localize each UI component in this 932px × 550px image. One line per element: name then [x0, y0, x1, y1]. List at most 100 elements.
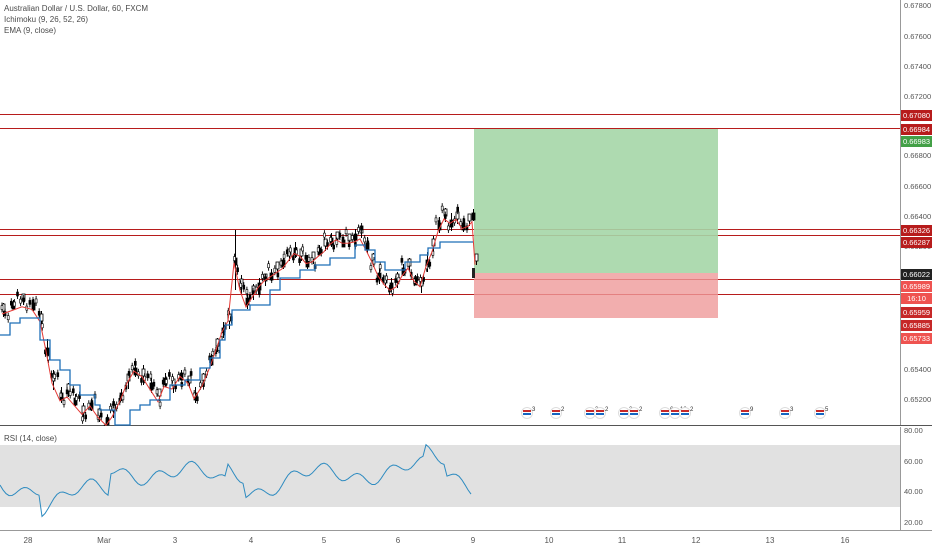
price-chart[interactable]: 0.67800 0.67600 0.67400 0.67200 0.66800 0.666… — [0, 0, 932, 426]
candle-body — [360, 225, 363, 231]
candle-body — [462, 218, 466, 223]
price-tick-label: 0.66600 — [904, 182, 931, 191]
time-label: 13 — [766, 536, 775, 545]
rsi-band — [0, 445, 900, 507]
candle-body — [22, 297, 26, 303]
candle-body — [245, 289, 249, 294]
candle-body — [31, 299, 35, 305]
candle-body — [474, 253, 479, 262]
rsi-tick-label: 40.00 — [904, 487, 923, 496]
candle-body — [56, 372, 60, 377]
event-flag-stripe — [681, 413, 689, 415]
candle-body — [6, 315, 10, 321]
candle-body — [406, 261, 410, 267]
candle-body — [323, 232, 326, 238]
event-flag-stripe — [586, 410, 594, 412]
plot-bg — [0, 0, 932, 426]
candle-body — [140, 378, 143, 383]
candle-body — [165, 379, 168, 384]
candle-body — [233, 256, 236, 261]
event-flag-stripe — [620, 413, 628, 415]
price-tick-label: 0.67800 — [904, 1, 931, 10]
event-flag-stripe — [816, 413, 824, 415]
time-axis[interactable]: 28 Mar 3 4 5 6 9 10 11 12 13 16 — [0, 530, 932, 550]
event-flag-stripe — [781, 413, 789, 415]
price-tag: 0.66287 — [901, 237, 932, 248]
candle-body — [65, 389, 69, 395]
candle-body — [279, 260, 283, 266]
price-tick-label: 0.67400 — [904, 62, 931, 71]
price-tag: 16:10 — [901, 293, 932, 304]
rsi-pane[interactable]: 80.00 60.00 40.00 20.00 — [0, 427, 932, 530]
event-count-badge: 2 — [605, 407, 609, 413]
candle-body — [350, 235, 354, 240]
candle-body — [329, 237, 332, 242]
candle-body — [53, 374, 57, 379]
loss-zone — [474, 273, 718, 318]
rsi-tick-label: 80.00 — [904, 427, 923, 435]
rsi-tick-label: 20.00 — [904, 518, 923, 527]
candle-body — [183, 369, 187, 375]
price-tag: 0.66983 — [901, 136, 932, 147]
candle-body — [59, 392, 63, 398]
time-label: 5 — [322, 536, 327, 545]
event-flag-stripe — [552, 410, 560, 412]
event-flag-stripe — [661, 413, 669, 415]
candle-body — [248, 294, 252, 300]
candle-body — [189, 371, 193, 376]
time-label: Mar — [97, 536, 111, 545]
candle-body — [134, 361, 137, 366]
candle-body — [282, 253, 286, 259]
price-tag: 0.65885 — [901, 320, 932, 331]
candle-body — [369, 265, 373, 270]
ichimoku-kijun-line — [0, 241, 473, 426]
event-flag-stripe — [596, 413, 604, 415]
event-count-badge: 2 — [639, 407, 643, 413]
candle-body — [146, 373, 149, 379]
candle-body — [298, 258, 301, 263]
price-tag: 0.66326 — [901, 225, 932, 236]
event-flag-stripe — [523, 410, 531, 412]
candle-body — [257, 290, 261, 295]
candle-body — [357, 227, 360, 232]
candle-body — [84, 414, 87, 420]
candle-body — [236, 267, 239, 273]
rsi-legend[interactable]: RSI (14, close) — [4, 433, 57, 444]
candle-body — [0, 305, 4, 310]
rsi-line — [0, 443, 472, 518]
price-tag: 0.65733 — [901, 333, 932, 344]
candle-body — [375, 277, 379, 283]
candle-body — [276, 272, 280, 278]
event-count-badge: 2 — [690, 407, 694, 413]
ichimoku-legend[interactable]: Ichimoku (9, 26, 52, 26) — [4, 15, 89, 24]
price-tag: 0.66022 — [901, 269, 932, 280]
ema-legend[interactable]: EMA (9, close) — [4, 26, 57, 35]
price-tick-label: 0.66400 — [904, 212, 931, 221]
candle-body — [467, 213, 472, 222]
price-tag: 0.67080 — [901, 110, 932, 121]
price-tag: 0.65959 — [901, 307, 932, 318]
event-flag-stripe — [671, 410, 679, 412]
candle-body — [301, 246, 305, 252]
candle-body — [10, 300, 13, 306]
candle-body — [285, 249, 289, 255]
candle-body — [434, 217, 438, 223]
candle-body — [161, 379, 165, 385]
event-count-badge: 5 — [825, 407, 829, 413]
candle-body — [378, 264, 382, 270]
candle-body — [171, 376, 174, 381]
candle-body — [316, 247, 320, 253]
event-count-badge: 9 — [750, 407, 754, 413]
symbol-title[interactable]: Australian Dollar / U.S. Dollar, 60, FXC… — [4, 4, 149, 13]
time-label: 12 — [692, 536, 701, 545]
candle-body — [416, 276, 419, 281]
candle-body — [196, 396, 199, 402]
candle-body — [149, 382, 154, 391]
candle-body — [62, 400, 66, 405]
candle-body — [152, 381, 156, 387]
price-tick-label: 0.66800 — [904, 151, 931, 160]
candle-body — [168, 372, 171, 377]
candle-body — [267, 263, 270, 269]
candle-body — [304, 255, 308, 260]
candle-body — [338, 232, 342, 238]
